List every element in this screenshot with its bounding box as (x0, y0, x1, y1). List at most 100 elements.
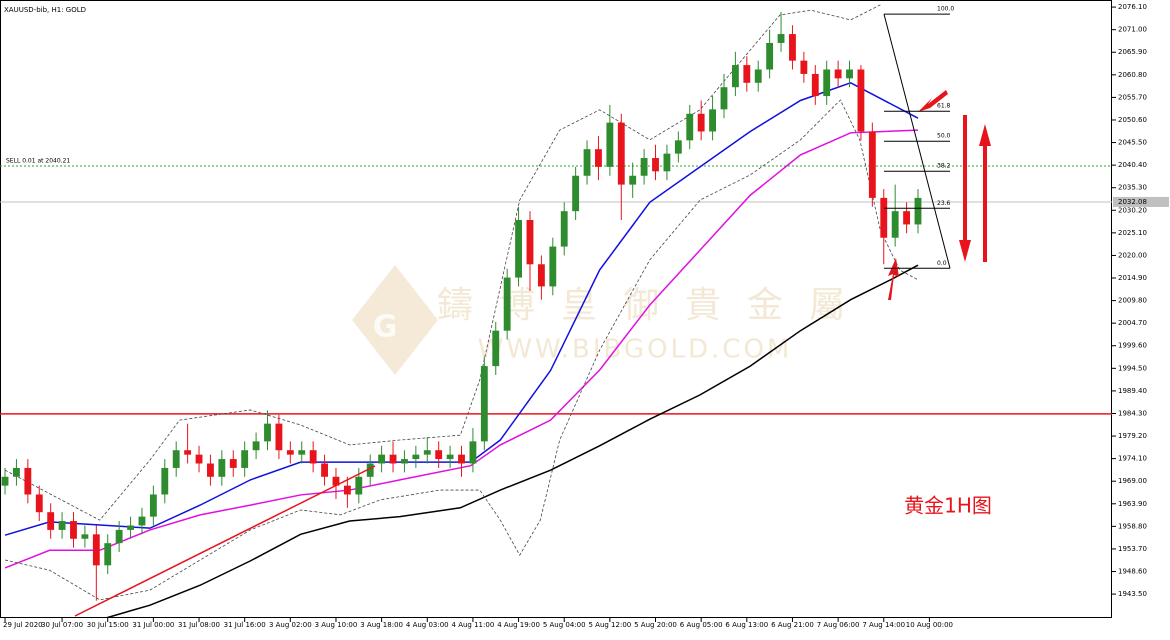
candle-body (777, 34, 785, 43)
candle-body (58, 521, 66, 530)
candle-body (480, 366, 488, 442)
candle-body (834, 69, 842, 79)
y-tick-label: 1969.00 (1118, 477, 1147, 485)
x-tick-label: 30 Jul 15:00 (87, 621, 129, 629)
candle-body (503, 277, 511, 331)
y-tick-label: 2014.90 (1118, 274, 1147, 282)
watermark-site: WWW.BIBGOLD.COM (478, 335, 793, 365)
y-tick-label: 2065.90 (1118, 48, 1147, 56)
arrow (979, 124, 991, 262)
price-box (1113, 196, 1169, 207)
candle-body (412, 454, 420, 460)
candle-body (92, 534, 100, 566)
candle-body (629, 175, 637, 185)
y-tick-label: 2060.80 (1118, 71, 1147, 79)
trend-line (74, 465, 376, 617)
y-tick-label: 1984.30 (1118, 409, 1147, 417)
candle-body (275, 423, 283, 451)
candle-body (207, 463, 214, 477)
candle-body (138, 516, 146, 526)
candle-body (652, 158, 659, 172)
y-tick-label: 1979.20 (1118, 432, 1147, 440)
candle-body (674, 140, 682, 154)
plot-frame (0, 0, 1112, 618)
candle-body (754, 69, 762, 83)
order-label: SELL 0.01 at 2040.21 (6, 157, 70, 164)
candle-body (458, 454, 465, 464)
y-tick-label: 2045.50 (1118, 139, 1147, 147)
candle-body (401, 459, 408, 464)
candle-body (811, 73, 819, 97)
candle-body (332, 476, 340, 486)
candle-body (47, 512, 55, 530)
y-tick-label: 2030.20 (1118, 206, 1147, 214)
x-tick-label: 6 Aug 21:00 (771, 621, 814, 629)
chart-title: XAUUSD-bib, H1: GOLD (4, 6, 86, 14)
watermark-char: 金 (747, 285, 783, 326)
candle-body (697, 113, 705, 132)
x-tick-label: 7 Aug 06:00 (817, 621, 860, 629)
candle-body (868, 131, 876, 198)
candle-body (195, 454, 203, 464)
candle-body (606, 122, 614, 167)
candle-body (446, 454, 454, 460)
y-tick-label: 1994.50 (1118, 364, 1147, 372)
x-tick-label: 5 Aug 04:00 (543, 621, 586, 629)
candle-body (823, 69, 831, 97)
candle-body (309, 450, 317, 464)
x-tick-label: 5 Aug 20:00 (634, 621, 677, 629)
candle-body (880, 197, 888, 238)
y-tick-label: 2050.60 (1118, 116, 1147, 124)
x-tick-label: 29 Jul 2020 (3, 621, 43, 629)
y-tick-label: 1974.10 (1118, 455, 1147, 463)
candle-body (378, 454, 386, 464)
candle-body (366, 463, 374, 477)
watermark-char: 鑄 (437, 285, 473, 326)
x-tick-label: 4 Aug 19:00 (497, 621, 540, 629)
candle-body (720, 87, 728, 110)
candle-body (161, 467, 169, 495)
price-label: 2032.08 (1118, 198, 1147, 206)
candle-body (218, 459, 226, 477)
candle-body (766, 42, 774, 70)
watermark-char: 貴 (685, 285, 721, 326)
x-tick-label: 4 Aug 11:00 (452, 621, 495, 629)
candle-body (24, 467, 32, 495)
candle-body (492, 330, 500, 367)
candle-body (914, 197, 922, 225)
candle-body (549, 246, 557, 287)
y-tick-label: 2035.30 (1118, 184, 1147, 192)
watermark-char: 皇 (561, 285, 597, 326)
x-tick-label: 6 Aug 13:00 (725, 621, 768, 629)
candle-body (13, 467, 20, 477)
candle-body (640, 158, 648, 176)
y-tick-label: 2009.80 (1118, 297, 1147, 305)
y-tick-label: 1943.50 (1118, 590, 1147, 598)
candle-body (343, 485, 351, 495)
candle-body (857, 69, 865, 132)
candle-body (595, 149, 602, 167)
x-tick-label: 31 Jul 16:00 (224, 621, 266, 629)
y-tick-label: 2004.70 (1118, 319, 1147, 327)
candle-body (743, 65, 751, 83)
x-tick-label: 5 Aug 12:00 (588, 621, 631, 629)
candle-body (891, 211, 899, 238)
candle-body (389, 454, 397, 464)
y-tick-label: 1989.40 (1118, 387, 1147, 395)
band-line (4, 99, 919, 601)
x-tick-label: 6 Aug 05:00 (680, 621, 723, 629)
watermark-char: 御 (623, 285, 659, 326)
y-tick-label: 2025.10 (1118, 229, 1147, 237)
moving-average (103, 264, 919, 618)
x-tick-label: 31 Jul 08:00 (178, 621, 220, 629)
candle-body (298, 450, 306, 455)
x-tick-label: 10 Aug 00:00 (906, 621, 953, 629)
x-tick-label: 31 Jul 00:00 (132, 621, 174, 629)
candle-body (560, 211, 568, 247)
annotation: 黄金1H图 (904, 494, 992, 518)
x-tick-label: 3 Aug 10:00 (315, 621, 358, 629)
arrow (959, 115, 971, 262)
candle-body (35, 494, 43, 513)
